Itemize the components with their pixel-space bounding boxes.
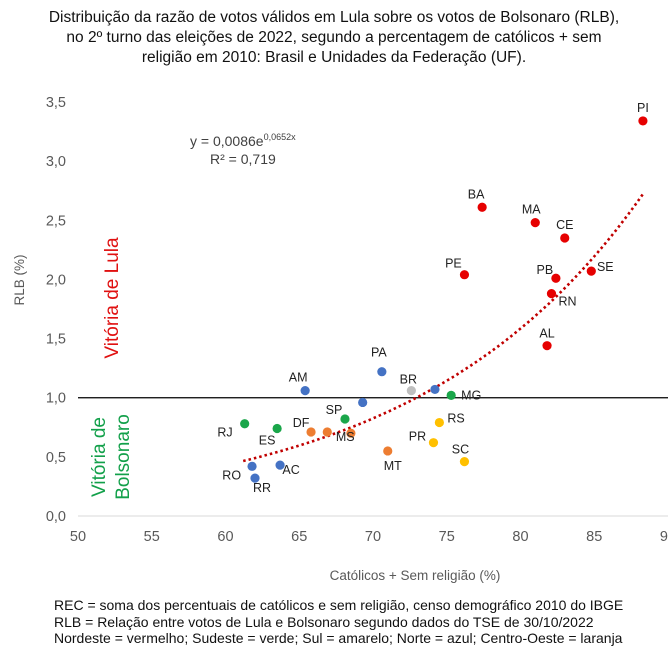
y-tick-label: 3,0: [46, 154, 66, 170]
point-rr: [250, 473, 260, 483]
y-tick-label: 3,5: [46, 95, 66, 111]
point-label-rj: RJ: [217, 426, 232, 440]
point-label-df: DF: [293, 416, 310, 430]
point-label-pa: PA: [371, 346, 387, 360]
point-ro: [247, 461, 257, 471]
point-mt: [383, 446, 393, 456]
chart-footnotes: REC = soma dos percentuais de católicos …: [54, 597, 623, 647]
point-unlabeled: [430, 384, 440, 395]
footnote-rlb: RLB = Relação entre votos de Lula e Bols…: [54, 613, 594, 630]
point-sp: [340, 414, 350, 424]
point-rs: [434, 417, 444, 428]
x-tick-label: 75: [439, 529, 455, 545]
point-df: [306, 427, 316, 437]
point-ma: [530, 218, 540, 228]
y-axis-title: RLB (%): [12, 254, 27, 305]
point-label-pi: PI: [637, 101, 649, 115]
point-label-ce: CE: [556, 218, 573, 232]
x-tick-label: 60: [217, 529, 233, 545]
point-ba: [477, 202, 487, 212]
x-tick-label: 80: [512, 529, 528, 545]
y-tick-label: 2,0: [46, 272, 66, 288]
point-pr: [428, 438, 439, 448]
point-label-ro: RO: [222, 468, 241, 482]
point-label-ac: AC: [282, 463, 299, 477]
point-label-br: BR: [400, 373, 417, 387]
points-layer: [240, 116, 648, 483]
point-label-ms: MS: [336, 430, 355, 444]
point-label-rr: RR: [253, 481, 271, 495]
label-vitoria-lula: Vitória de Lula: [102, 237, 123, 359]
point-label-pe: PE: [445, 257, 462, 271]
point-am: [300, 386, 310, 396]
point-ms: [346, 428, 356, 438]
chart-title: Distribuição da razão de votos válidos e…: [0, 8, 668, 68]
chart-title-line: religião em 2010: Brasil e Unidades da F…: [141, 49, 527, 66]
chart-title-line: no 2º turno das eleições de 2022, segund…: [66, 29, 602, 46]
point-sc: [459, 456, 470, 467]
point-pa: [377, 367, 387, 377]
point-label-al: AL: [539, 327, 554, 341]
footnote-colors: Nordeste = vermelho; Sudeste = verde; Su…: [54, 630, 623, 646]
point-br: [406, 386, 416, 396]
y-tick-label: 0,5: [46, 450, 66, 466]
trendline-layer: [242, 193, 644, 463]
axes-layer: [78, 397, 668, 517]
chart-title-line: Distribuição da razão de votos válidos e…: [48, 9, 620, 26]
point-pe: [459, 270, 470, 280]
point-label-am: AM: [289, 371, 308, 385]
label-vitoria-bolsonaro-line1: Vitória de: [89, 417, 110, 497]
labels-layer: 0,0 0,5 1,0 1,5 2,0 2,5 3,0 3,5 50 55 60 65 70 75 80 85…: [12, 95, 668, 583]
x-tick-label: 50: [70, 529, 86, 545]
y-tick-label: 2,5: [46, 213, 66, 229]
point-label-rs: RS: [447, 412, 464, 426]
point-label-es: ES: [259, 433, 276, 447]
point-label-mg: MG: [461, 388, 481, 402]
point-label-pr: PR: [409, 430, 426, 444]
trend-r-squared: R² = 0,719: [210, 151, 276, 167]
point-unlabeled: [322, 427, 332, 437]
point-al: [542, 341, 552, 351]
point-label-ma: MA: [522, 203, 541, 217]
point-label-se: SE: [597, 260, 614, 274]
point-mg: [446, 390, 456, 400]
point-se: [586, 266, 596, 276]
point-label-ba: BA: [468, 187, 485, 201]
point-ac: [275, 460, 285, 470]
point-es: [272, 423, 282, 434]
x-tick-label: 70: [365, 529, 381, 545]
trend-equation-base: y = 0,0086e: [190, 133, 264, 149]
trendline: [242, 193, 644, 463]
y-tick-label: 0,0: [46, 509, 66, 525]
point-rj: [240, 419, 250, 429]
trend-equation: y = 0,0086e0,0652x: [190, 132, 296, 149]
x-tick-label: 65: [291, 529, 307, 545]
label-vitoria-bolsonaro-line2: Bolsonaro: [113, 414, 134, 500]
x-tick-label: 55: [144, 529, 160, 545]
point-pb: [551, 273, 561, 283]
x-tick-label: 85: [586, 529, 602, 545]
x-tick-label: 90: [660, 529, 668, 545]
point-label-rn: RN: [558, 295, 576, 309]
trend-equation-exponent: 0,0652x: [264, 132, 297, 142]
point-unlabeled: [358, 397, 368, 408]
x-axis-title: Católicos + Sem religião (%): [330, 568, 501, 583]
point-label-sc: SC: [452, 443, 469, 457]
point-pi: [638, 116, 648, 126]
point-rn: [546, 289, 557, 299]
point-ce: [560, 233, 570, 243]
point-label-pb: PB: [537, 263, 554, 277]
point-label-mt: MT: [384, 459, 402, 473]
point-label-sp: SP: [326, 403, 343, 417]
footnote-rec: REC = soma dos percentuais de católicos …: [54, 597, 624, 613]
y-tick-label: 1,0: [46, 391, 66, 407]
y-tick-label: 1,5: [46, 332, 66, 348]
